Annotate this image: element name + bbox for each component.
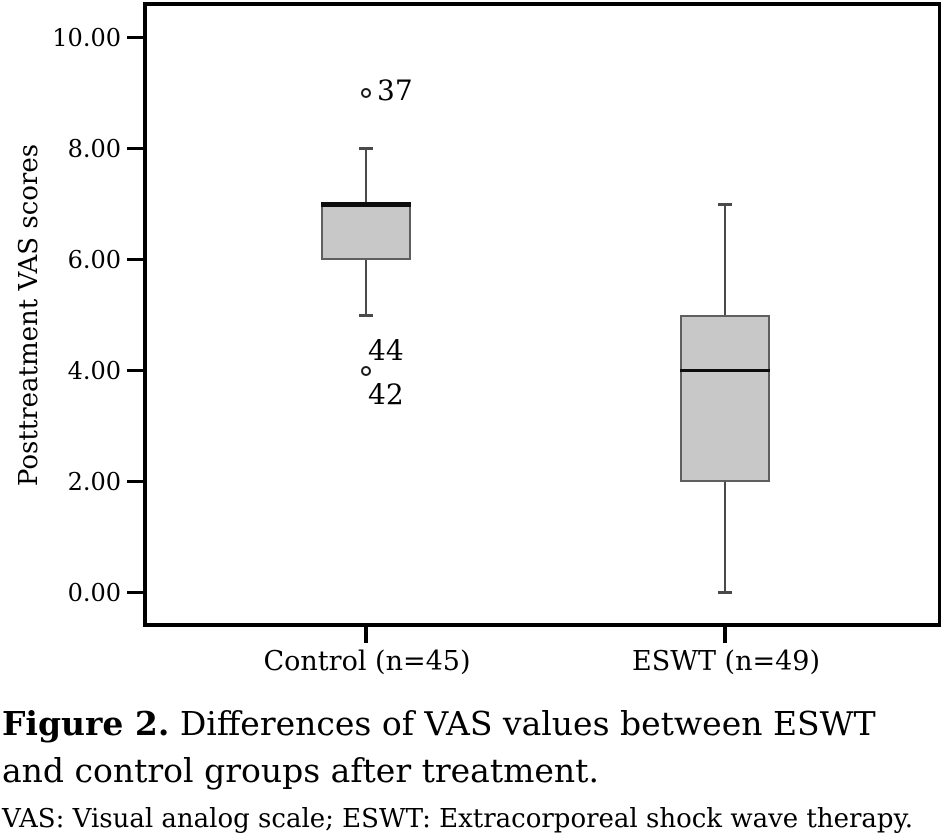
x-tick-label-control: Control (n=45)	[263, 646, 471, 677]
y-axis-tick	[127, 36, 143, 39]
y-axis-tick-label: 4.00	[67, 356, 121, 385]
figure-footnote: VAS: Visual analog scale; ESWT: Extracor…	[2, 804, 914, 834]
x-tick-label-eswt: ESWT (n=49)	[632, 646, 820, 677]
y-axis-tick-label: 6.00	[67, 245, 121, 274]
figure-caption-number: Figure 2.	[2, 704, 170, 743]
y-axis-tick	[127, 480, 143, 483]
whisker-line	[364, 148, 368, 204]
y-axis-tick	[127, 258, 143, 261]
y-axis-tick-label: 2.00	[67, 467, 121, 496]
x-axis-tick	[364, 627, 368, 643]
median-line	[321, 201, 411, 207]
whisker-cap	[718, 202, 732, 206]
figure-caption-text: Differences of VAS values between ESWT a…	[2, 704, 876, 790]
whisker-line	[364, 259, 368, 315]
y-axis-tick-label: 8.00	[67, 134, 121, 163]
y-axis-tick	[127, 591, 143, 594]
boxplot-box	[321, 204, 411, 260]
whisker-cap	[359, 147, 373, 150]
y-axis-tick	[127, 369, 143, 372]
y-axis-tick-label: 10.00	[52, 23, 121, 52]
x-axis-tick	[723, 627, 727, 643]
outlier-case-label: 37	[377, 74, 413, 107]
whisker-line	[723, 204, 727, 315]
y-axis-tick	[127, 147, 143, 150]
whisker-cap	[718, 591, 732, 594]
whisker-cap	[359, 313, 373, 317]
outlier-case-label: 44	[368, 333, 404, 367]
y-axis-title: Posttreatment VAS scores	[14, 143, 44, 487]
outlier-point	[361, 365, 371, 376]
boxplot-box	[680, 315, 770, 482]
figure-caption: Figure 2. Differences of VAS values betw…	[2, 700, 947, 794]
y-axis-tick-label: 0.00	[67, 578, 121, 607]
plot-frame	[143, 2, 941, 627]
whisker-line	[723, 481, 727, 593]
median-line	[680, 369, 770, 372]
outlier-point	[361, 88, 371, 98]
outlier-case-label: 42	[368, 377, 404, 411]
